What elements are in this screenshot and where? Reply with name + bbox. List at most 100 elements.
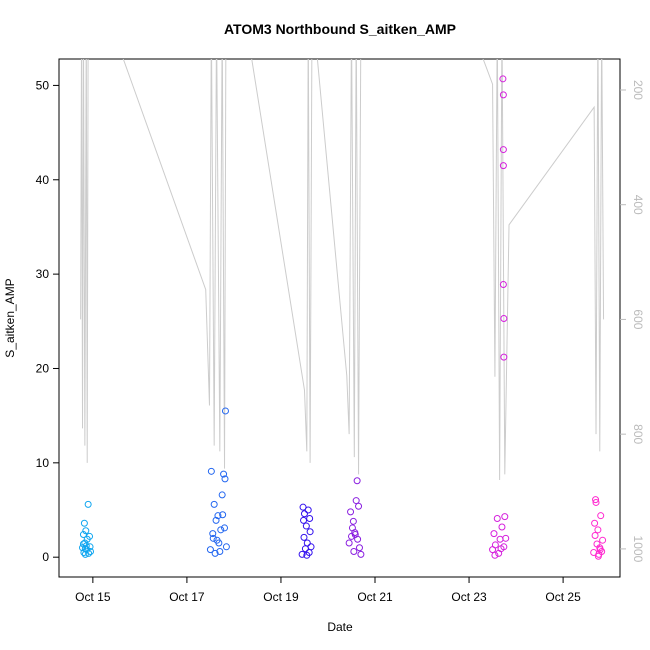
point bbox=[352, 497, 360, 505]
point bbox=[349, 517, 357, 525]
point bbox=[206, 546, 214, 554]
y-tick-label: 0 bbox=[42, 550, 49, 564]
point bbox=[499, 162, 507, 170]
point bbox=[217, 526, 225, 534]
point bbox=[347, 508, 355, 516]
point bbox=[592, 498, 600, 506]
point bbox=[490, 530, 498, 538]
plot-frame bbox=[58, 58, 621, 578]
point bbox=[219, 511, 227, 519]
point bbox=[597, 512, 605, 520]
y2-tick-label: 400 bbox=[631, 195, 645, 215]
y-tick-label: 30 bbox=[36, 267, 50, 281]
y-tick-label: 50 bbox=[36, 78, 50, 92]
point bbox=[592, 496, 600, 504]
point bbox=[84, 500, 92, 508]
point bbox=[298, 550, 306, 558]
point bbox=[500, 353, 508, 361]
point bbox=[303, 551, 311, 559]
point bbox=[82, 527, 90, 535]
point bbox=[86, 532, 94, 540]
point bbox=[221, 407, 229, 415]
y-tick-label: 40 bbox=[36, 173, 50, 187]
point bbox=[212, 516, 220, 524]
point bbox=[303, 539, 311, 547]
point bbox=[209, 534, 217, 542]
x-axis-label: Date bbox=[327, 620, 353, 634]
point bbox=[499, 281, 507, 289]
point bbox=[499, 91, 507, 99]
point bbox=[598, 548, 606, 556]
y-tick-label: 20 bbox=[36, 361, 50, 375]
pressure-line bbox=[80, 59, 605, 481]
point bbox=[350, 548, 358, 556]
point bbox=[222, 543, 230, 551]
point bbox=[500, 314, 508, 322]
chart-title: ATOM3 Northbound S_aitken_AMP bbox=[224, 21, 456, 37]
plot-area bbox=[79, 59, 607, 560]
point bbox=[591, 519, 599, 527]
point bbox=[345, 539, 353, 547]
y2-tick-label: 600 bbox=[631, 309, 645, 329]
point bbox=[599, 536, 607, 544]
point bbox=[300, 533, 308, 541]
point bbox=[214, 512, 222, 520]
point bbox=[218, 491, 226, 499]
point bbox=[86, 543, 94, 551]
point bbox=[307, 543, 315, 551]
point bbox=[501, 513, 509, 521]
point bbox=[80, 519, 88, 527]
y-tick-label: 10 bbox=[36, 456, 50, 470]
x-tick-label: Oct 15 bbox=[75, 590, 111, 604]
point bbox=[209, 530, 217, 538]
point bbox=[497, 545, 505, 553]
point bbox=[591, 531, 599, 539]
point bbox=[81, 545, 89, 553]
point bbox=[499, 75, 507, 83]
point bbox=[215, 539, 223, 547]
point bbox=[499, 146, 507, 154]
point bbox=[300, 516, 308, 524]
point bbox=[87, 548, 95, 556]
x-tick-label: Oct 25 bbox=[545, 590, 581, 604]
point bbox=[493, 515, 501, 523]
y2-tick-label: 800 bbox=[631, 424, 645, 444]
point bbox=[79, 531, 87, 539]
point bbox=[594, 526, 602, 534]
point bbox=[596, 546, 604, 554]
point bbox=[498, 523, 506, 531]
x-tick-label: Oct 21 bbox=[357, 590, 393, 604]
point bbox=[221, 524, 229, 532]
point bbox=[594, 552, 602, 560]
point bbox=[491, 551, 499, 559]
point bbox=[355, 502, 363, 510]
point bbox=[85, 549, 93, 557]
point bbox=[79, 540, 87, 548]
point bbox=[304, 506, 312, 514]
point bbox=[211, 549, 219, 557]
point bbox=[299, 503, 307, 511]
x-tick-label: Oct 19 bbox=[263, 590, 299, 604]
point bbox=[351, 531, 359, 539]
point bbox=[502, 534, 510, 542]
point bbox=[300, 510, 308, 518]
point bbox=[207, 467, 215, 475]
point bbox=[306, 515, 314, 523]
point bbox=[355, 544, 363, 552]
x-tick-label: Oct 23 bbox=[451, 590, 487, 604]
point bbox=[216, 548, 224, 556]
point bbox=[301, 545, 309, 553]
point bbox=[357, 550, 365, 558]
y2-tick-label: 200 bbox=[631, 80, 645, 100]
y-axis-label: S_aitken_AMP bbox=[3, 278, 17, 357]
point bbox=[353, 477, 361, 485]
y2-tick-label: 1000 bbox=[631, 536, 645, 563]
point bbox=[306, 528, 314, 536]
x-tick-label: Oct 17 bbox=[169, 590, 205, 604]
point bbox=[221, 475, 229, 483]
point bbox=[491, 541, 499, 549]
point bbox=[496, 535, 504, 543]
point bbox=[210, 500, 218, 508]
point bbox=[302, 522, 310, 530]
